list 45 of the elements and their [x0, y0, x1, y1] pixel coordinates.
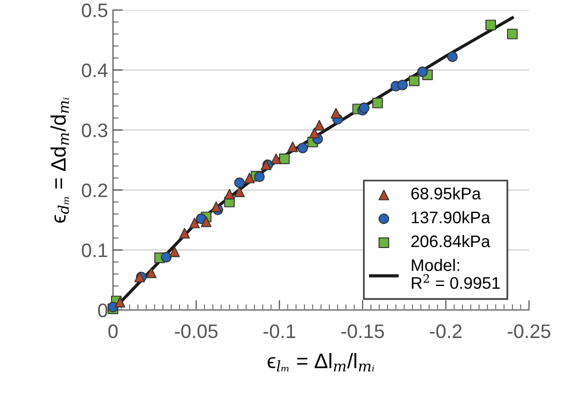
x-tick-label: -0.15	[341, 324, 384, 338]
point	[234, 186, 245, 198]
point	[210, 202, 222, 212]
point	[254, 172, 265, 182]
point	[397, 80, 408, 90]
point	[287, 142, 298, 152]
point	[200, 216, 212, 228]
legend-label: 137.90kPa	[412, 211, 490, 224]
point	[297, 142, 308, 154]
x-tick-label: -0.25	[508, 324, 550, 338]
point	[179, 228, 190, 238]
point	[485, 20, 496, 30]
point	[146, 268, 157, 278]
point	[244, 172, 255, 184]
point	[507, 28, 518, 40]
point	[447, 52, 458, 62]
x-tick-label: -0.05	[174, 324, 218, 338]
point	[160, 252, 172, 262]
point	[114, 296, 126, 308]
point	[372, 98, 383, 108]
y-tick-label: 0.1	[82, 243, 108, 258]
point	[408, 76, 420, 86]
x-tick-label: -0.2	[430, 324, 462, 338]
y-tick-label: 0	[98, 303, 108, 318]
point	[270, 154, 282, 164]
point	[279, 154, 290, 164]
point	[234, 178, 245, 188]
legend-label: Model: R$^{2}$ = 0.9951	[412, 258, 500, 289]
y-tick-label: 0.3	[82, 123, 108, 138]
point	[309, 128, 320, 138]
x-tick-label: 0	[108, 324, 118, 338]
point	[314, 120, 325, 130]
y-tick-label: 0.5	[82, 3, 108, 18]
y-tick-label: 0.2	[82, 183, 108, 198]
y-axis-title: ϵ$_{dₘ}$ = Δd$_{m}$/d$_{mᵢ}$	[50, 98, 70, 223]
x-tick-label: -0.1	[264, 324, 296, 338]
y-tick-label: 0.4	[82, 63, 108, 78]
point	[224, 188, 235, 200]
legend-label: 68.95kPa	[411, 187, 481, 200]
point	[417, 66, 428, 78]
point	[189, 218, 200, 228]
x-axis-title: ϵ$_{lₘ}$ = Δl$_{m}$/l$_{mᵢ}$	[268, 353, 374, 372]
legend-label: 206.84kPa	[411, 234, 490, 248]
point	[169, 246, 180, 258]
point	[330, 108, 342, 118]
